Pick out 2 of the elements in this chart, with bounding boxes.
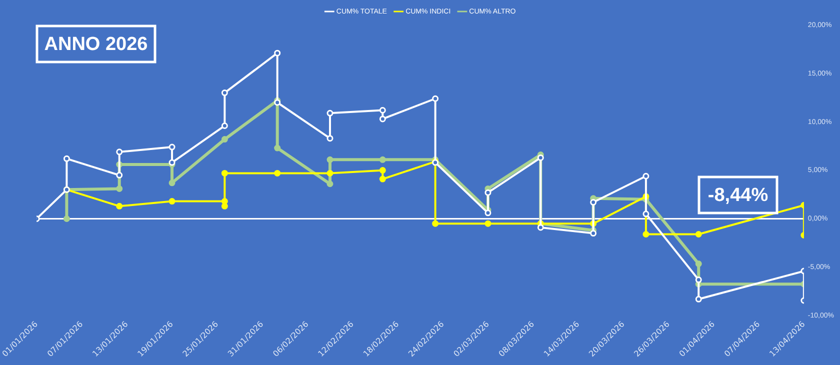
annotation: -8,44%	[708, 185, 768, 206]
annotation: ANNO 2026	[44, 34, 148, 56]
